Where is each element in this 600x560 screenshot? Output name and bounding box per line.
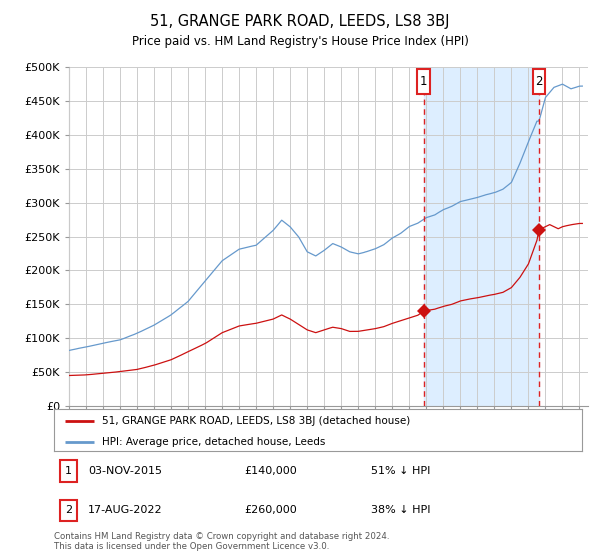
Bar	[60, 500, 77, 521]
Bar	[533, 68, 545, 94]
Text: 51, GRANGE PARK ROAD, LEEDS, LS8 3BJ: 51, GRANGE PARK ROAD, LEEDS, LS8 3BJ	[150, 14, 450, 29]
Text: £140,000: £140,000	[244, 466, 297, 476]
Text: 1: 1	[420, 75, 427, 88]
Bar	[424, 67, 539, 406]
Text: 51, GRANGE PARK ROAD, LEEDS, LS8 3BJ (detached house): 51, GRANGE PARK ROAD, LEEDS, LS8 3BJ (de…	[101, 416, 410, 426]
Text: Price paid vs. HM Land Registry's House Price Index (HPI): Price paid vs. HM Land Registry's House …	[131, 35, 469, 48]
Text: Contains HM Land Registry data © Crown copyright and database right 2024.
This d: Contains HM Land Registry data © Crown c…	[54, 532, 389, 552]
Text: HPI: Average price, detached house, Leeds: HPI: Average price, detached house, Leed…	[101, 437, 325, 446]
Text: 17-AUG-2022: 17-AUG-2022	[88, 505, 163, 515]
Text: 1: 1	[65, 466, 72, 476]
Text: 2: 2	[65, 505, 73, 515]
Text: 2: 2	[535, 75, 543, 88]
Bar	[417, 68, 430, 94]
Text: 38% ↓ HPI: 38% ↓ HPI	[371, 505, 430, 515]
Text: 51% ↓ HPI: 51% ↓ HPI	[371, 466, 430, 476]
Bar	[60, 460, 77, 482]
Text: 03-NOV-2015: 03-NOV-2015	[88, 466, 163, 476]
Text: £260,000: £260,000	[244, 505, 297, 515]
